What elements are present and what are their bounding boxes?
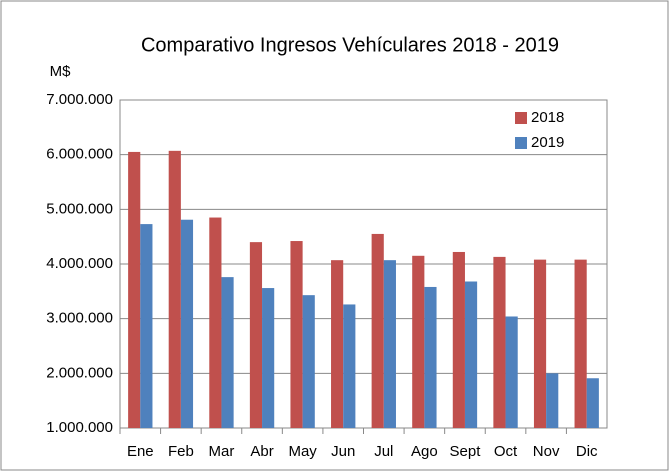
- y-tick-label: 3.000.000: [46, 310, 113, 327]
- bar: [140, 224, 153, 428]
- bar: [180, 219, 194, 428]
- bar: [452, 251, 465, 428]
- x-tick-label: Dic: [576, 443, 598, 460]
- y-tick-label: 2.000.000: [46, 364, 113, 381]
- bar: [505, 316, 518, 428]
- bar: [290, 241, 303, 428]
- chart-title: Comparativo Ingresos Vehículares 2018 - …: [141, 34, 559, 56]
- bar: [371, 233, 384, 428]
- bar: [574, 259, 587, 428]
- x-tick-label: Ago: [411, 443, 438, 460]
- y-tick-label: 4.000.000: [46, 255, 113, 272]
- bar: [168, 150, 181, 428]
- x-tick-label: May: [288, 443, 317, 460]
- bar: [412, 255, 425, 428]
- bar: [302, 295, 315, 428]
- x-tick-label: Feb: [168, 443, 194, 460]
- legend-swatch: [515, 137, 527, 149]
- bar: [586, 378, 599, 428]
- bar: [546, 373, 559, 428]
- y-tick-label: 5.000.000: [46, 200, 113, 217]
- x-tick-label: Mar: [209, 443, 235, 460]
- legend-label: 2019: [531, 134, 564, 151]
- y-tick-label: 7.000.000: [46, 91, 113, 108]
- x-tick-label: Jul: [374, 443, 393, 460]
- bar: [464, 281, 478, 428]
- bar: [343, 304, 356, 428]
- bar: [128, 151, 141, 428]
- x-tick-label: Jun: [331, 443, 355, 460]
- legend-label: 2018: [531, 109, 564, 126]
- bar: [331, 260, 344, 428]
- bar: [493, 256, 506, 428]
- bar: [249, 242, 263, 428]
- legend-swatch: [515, 112, 527, 124]
- x-tick-label: Nov: [533, 443, 560, 460]
- bar: [533, 259, 547, 428]
- y-tick-label: 6.000.000: [46, 146, 113, 163]
- x-tick-label: Ene: [127, 443, 154, 460]
- x-tick-label: Abr: [250, 443, 273, 460]
- y-tick-label: 1.000.000: [46, 419, 113, 436]
- bar: [424, 286, 437, 428]
- bar: [383, 260, 396, 428]
- bar: [262, 288, 275, 428]
- y-axis-label: M$: [50, 63, 71, 80]
- x-tick-label: Oct: [494, 443, 518, 460]
- x-tick-label: Sept: [450, 443, 482, 460]
- bar: [221, 277, 234, 428]
- bar: [209, 217, 222, 428]
